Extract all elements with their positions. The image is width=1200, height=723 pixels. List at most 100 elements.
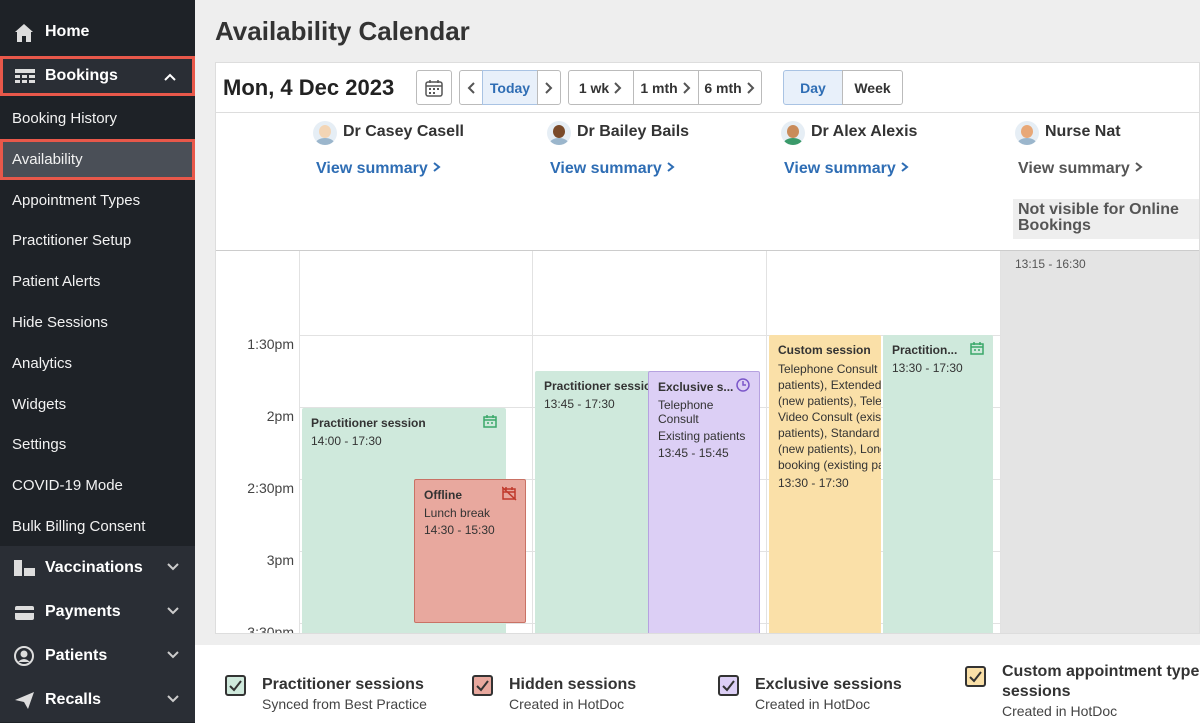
session-time: 14:00 - 17:30 [311,434,382,448]
time-label: 3:30pm [247,624,294,634]
divider [216,250,1199,251]
view-summary[interactable]: View summary [1018,160,1144,178]
nav-item[interactable]: Availability [0,139,195,180]
avatar [1015,121,1039,145]
nav-item[interactable]: Settings [12,436,67,453]
nav-item[interactable]: Appointment Types [12,192,141,209]
avatar-face [319,125,331,138]
session-time: 14:30 - 15:30 [424,523,495,537]
nav-payments[interactable]: Payments [0,590,195,634]
nav-item[interactable]: COVID-19 Mode [12,477,123,494]
grid-line [299,335,1001,336]
legend-title: Hidden sessions [509,676,637,693]
link-label: View summary [316,160,428,177]
session-detail: Lunch break [424,506,491,520]
view-summary[interactable]: View summary [784,160,910,178]
legend-title: Exclusive sessions [755,676,902,693]
nav-recalls[interactable]: Recalls [0,678,195,722]
session-detail: Telephone Consult [658,398,714,426]
session-icon [502,486,517,501]
chevron [667,162,675,172]
session-title: Offline [424,488,462,502]
session-detail: Existing patients [658,429,746,443]
view-summary[interactable]: View summary [316,160,442,178]
col-line [299,251,300,633]
view-week[interactable]: Week [842,70,903,105]
view-day[interactable]: Day [783,70,843,105]
avatar [547,121,571,145]
button-label: 6 mth [704,79,742,96]
nav-item[interactable]: Booking History [12,110,118,127]
nav-label: Patients [45,647,108,664]
nav-item[interactable]: Analytics [12,355,73,372]
time-grid: 1:30pm 2pm 2:30pm 3pm 3:30pm Practitioner ses… [216,251,1199,634]
session-title: Practitioner session [311,416,426,430]
session-block[interactable]: Practition... 13:30 - 17:30 [883,335,993,633]
nav-home[interactable]: Home [0,10,195,54]
link-label: View summary [1018,160,1130,177]
avatar [313,121,337,145]
avatar-face [553,125,565,138]
nav-item[interactable]: Bulk Billing Consent [12,518,146,535]
legend-swatch [472,675,493,696]
time-label: 3pm [266,552,294,568]
check [722,680,735,692]
session-time: 13:45 - 17:30 [544,397,615,411]
nav-label: Vaccinations [45,559,143,576]
session-icon [483,415,497,428]
col-line [766,251,767,633]
prev-day[interactable] [459,70,483,105]
session-block[interactable]: Offline Lunch break 14:30 - 15:30 [414,479,526,623]
view-summary[interactable]: View summary [550,160,676,178]
col-line [1000,251,1001,633]
nav-bookings[interactable]: Bookings [0,56,195,96]
session-title: Exclusive s... [658,380,734,394]
nav-item[interactable]: Hide Sessions [12,314,108,331]
session-title: Practition... [892,343,958,357]
link-label: View summary [550,160,662,177]
range-1mth[interactable]: 1 mth [633,70,699,105]
session-block[interactable]: Custom session Telephone Consult (Existin… [769,335,881,633]
session-icon [736,378,750,392]
practitioner-name: Dr Alex Alexis [811,123,918,140]
chevron [433,162,441,172]
nav-item[interactable]: Patient Alerts [12,273,101,290]
avatar-body [550,138,568,145]
session-time: 13:45 - 15:45 [658,446,729,460]
legend-swatch [225,675,246,696]
current-date: Mon, 4 Dec 2023 [223,75,395,100]
time-label: 2pm [266,408,294,424]
check [969,671,982,683]
legend-title: Practitioner sessions [262,676,424,693]
session-detail: Telephone Consult (Existing patients), E… [778,362,881,472]
calendar: Mon, 4 Dec 2023 Today 1 wk 1 mth 6 mth D… [215,62,1200,634]
nav-label: Home [45,23,90,40]
nav-item[interactable]: Practitioner Setup [12,232,132,249]
col-line [532,251,533,633]
session-title: Custom session [778,343,871,357]
nav-label: Payments [45,603,121,620]
today-button[interactable]: Today [482,70,538,105]
legend-subtitle: Created in HotDoc [755,696,871,712]
practitioner-name: Nurse Nat [1045,123,1121,140]
page-title: Availability Calendar [215,16,470,46]
chevron [901,162,909,172]
nav-item[interactable]: Widgets [12,396,67,413]
session-time: 13:30 - 17:30 [778,476,849,490]
next-day[interactable] [537,70,561,105]
practitioner-name: Dr Casey Casell [343,123,464,140]
nav-vaccinations[interactable]: Vaccinations [0,546,195,590]
legend-subtitle: Synced from Best Practice [262,696,427,712]
range-1wk[interactable]: 1 wk [568,70,634,105]
avatar-face [1021,125,1033,138]
session-block[interactable]: Exclusive s... Telephone Consult Existing … [648,371,760,633]
date-picker[interactable] [416,70,452,105]
session-block[interactable]: Practitioner session 13:15 - 16:30 [1006,251,1199,279]
legend-swatch [718,675,739,696]
nav-patients[interactable]: Patients [0,634,195,678]
link-label: View summary [784,160,896,177]
range-6mth[interactable]: 6 mth [698,70,762,105]
avatar-body [784,138,802,145]
legend-subtitle: Created in HotDoc [509,696,625,712]
